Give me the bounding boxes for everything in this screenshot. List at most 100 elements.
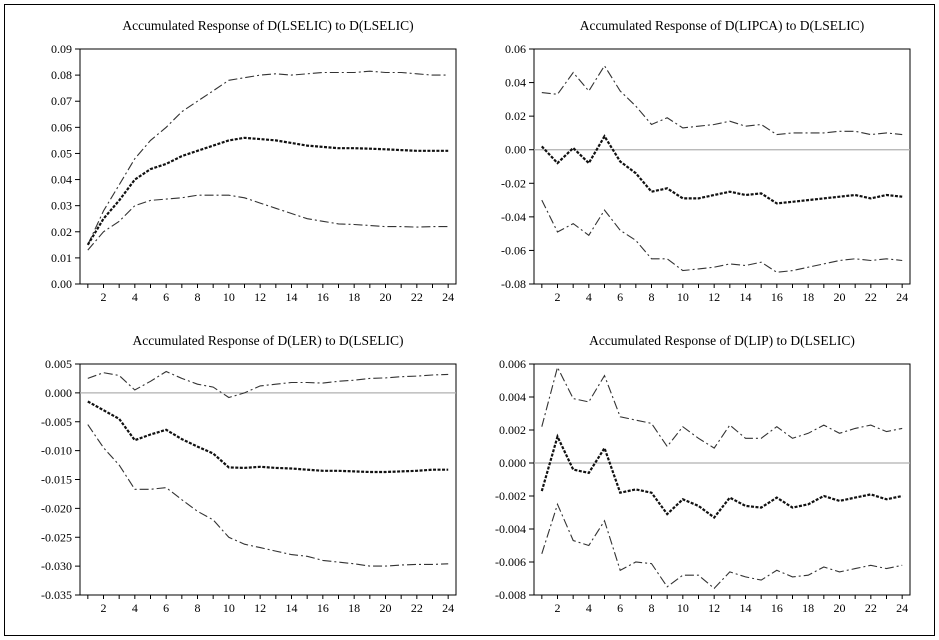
y-tick-label: -0.008 [495,588,526,602]
x-tick-label: 10 [677,290,689,304]
chart-panel-4: Accumulated Response of D(LIP) to D(LSEL… [495,333,911,615]
y-tick-label: -0.015 [41,473,72,487]
x-tick-label: 6 [617,290,623,304]
chart-title: Accumulated Response of D(LIP) to D(LSEL… [589,333,855,348]
y-tick-label: -0.006 [495,555,526,569]
upper-band-line [541,365,903,449]
x-tick-label: 2 [555,601,561,615]
upper-band-line [87,370,449,399]
y-tick-label: 0.09 [51,42,72,56]
y-tick-label: -0.002 [495,489,526,503]
x-tick-label: 22 [411,290,423,304]
lower-band-line [87,194,449,251]
x-tick-label: 8 [649,290,655,304]
x-tick-label: 2 [555,290,561,304]
x-tick-label: 10 [223,290,235,304]
response-line [86,136,449,246]
x-tick-label: 16 [771,290,783,304]
x-tick-label: 14 [740,290,752,304]
lower-band-line [87,424,449,567]
y-tick-label: -0.025 [41,530,72,544]
y-tick-label: 0.03 [51,199,72,213]
x-tick-label: 18 [348,290,360,304]
x-tick-label: 20 [834,601,846,615]
x-tick-label: 12 [254,601,266,615]
plot-area [533,363,911,596]
x-tick-label: 8 [195,601,201,615]
response-line [540,134,903,205]
x-tick-label: 14 [286,601,298,615]
y-tick-label: -0.06 [501,243,526,257]
x-tick-label: 18 [348,601,360,615]
y-tick-label: 0.000 [45,386,72,400]
x-tick-label: 6 [617,601,623,615]
x-tick-label: 22 [411,601,423,615]
response-line [87,400,449,474]
chart-title: Accumulated Response of D(LER) to D(LSEL… [132,333,403,348]
chart-panel-2: Accumulated Response of D(LIPCA) to D(LS… [501,18,911,304]
y-tick-label: -0.02 [501,176,526,190]
y-tick-label: 0.00 [51,277,72,291]
x-tick-label: 6 [163,290,169,304]
x-tick-label: 22 [865,290,877,304]
y-tick-label: 0.04 [51,173,72,187]
y-tick-label: 0.05 [51,146,72,160]
y-tick-label: -0.005 [41,415,72,429]
x-tick-label: 12 [254,290,266,304]
x-tick-label: 8 [649,601,655,615]
y-tick-label: 0.004 [499,390,526,404]
x-tick-label: 18 [802,290,814,304]
x-tick-label: 16 [317,601,329,615]
chart-panel-3: Accumulated Response of D(LER) to D(LSEL… [41,333,457,615]
x-tick-label: 10 [677,601,689,615]
x-tick-label: 24 [442,290,454,304]
x-tick-label: 24 [896,290,908,304]
lower-band-line [541,199,903,273]
y-tick-label: -0.020 [41,501,72,515]
response-line [540,433,903,520]
plot-area [533,48,911,285]
x-tick-label: 16 [317,290,329,304]
y-tick-label: -0.030 [41,559,72,573]
x-tick-label: 24 [896,601,908,615]
chart-title: Accumulated Response of D(LSELIC) to D(L… [122,18,413,33]
x-tick-label: 4 [586,290,592,304]
chart-panel-1: Accumulated Response of D(LSELIC) to D(L… [51,18,457,304]
x-tick-label: 14 [286,290,298,304]
y-tick-label: 0.005 [45,357,72,371]
lower-band-line [541,502,903,590]
y-tick-label: -0.08 [501,277,526,291]
x-tick-label: 18 [802,601,814,615]
x-tick-label: 14 [740,601,752,615]
x-tick-label: 6 [163,601,169,615]
chart-title: Accumulated Response of D(LIPCA) to D(LS… [580,18,865,33]
upper-band-line [541,64,903,136]
x-tick-label: 20 [380,290,392,304]
y-tick-label: 0.08 [51,68,72,82]
y-tick-label: 0.07 [51,94,72,108]
y-tick-label: 0.02 [505,109,526,123]
x-tick-label: 4 [132,601,138,615]
y-tick-label: 0.02 [51,225,72,239]
y-tick-label: 0.00 [505,143,526,157]
y-tick-label: 0.01 [51,251,72,265]
x-tick-label: 10 [223,601,235,615]
x-tick-label: 24 [442,601,454,615]
figure-frame [4,4,935,636]
x-tick-label: 4 [586,601,592,615]
x-tick-label: 12 [708,290,720,304]
y-tick-label: -0.004 [495,522,526,536]
plot-area [79,48,457,285]
x-tick-label: 20 [380,601,392,615]
y-tick-label: 0.06 [51,120,72,134]
y-tick-label: 0.06 [505,42,526,56]
x-tick-label: 4 [132,290,138,304]
x-tick-label: 12 [708,601,720,615]
y-tick-label: -0.04 [501,210,526,224]
y-tick-label: 0.002 [499,423,526,437]
x-tick-label: 8 [195,290,201,304]
upper-band-line [87,70,449,246]
y-tick-label: 0.000 [499,456,526,470]
x-tick-label: 16 [771,601,783,615]
